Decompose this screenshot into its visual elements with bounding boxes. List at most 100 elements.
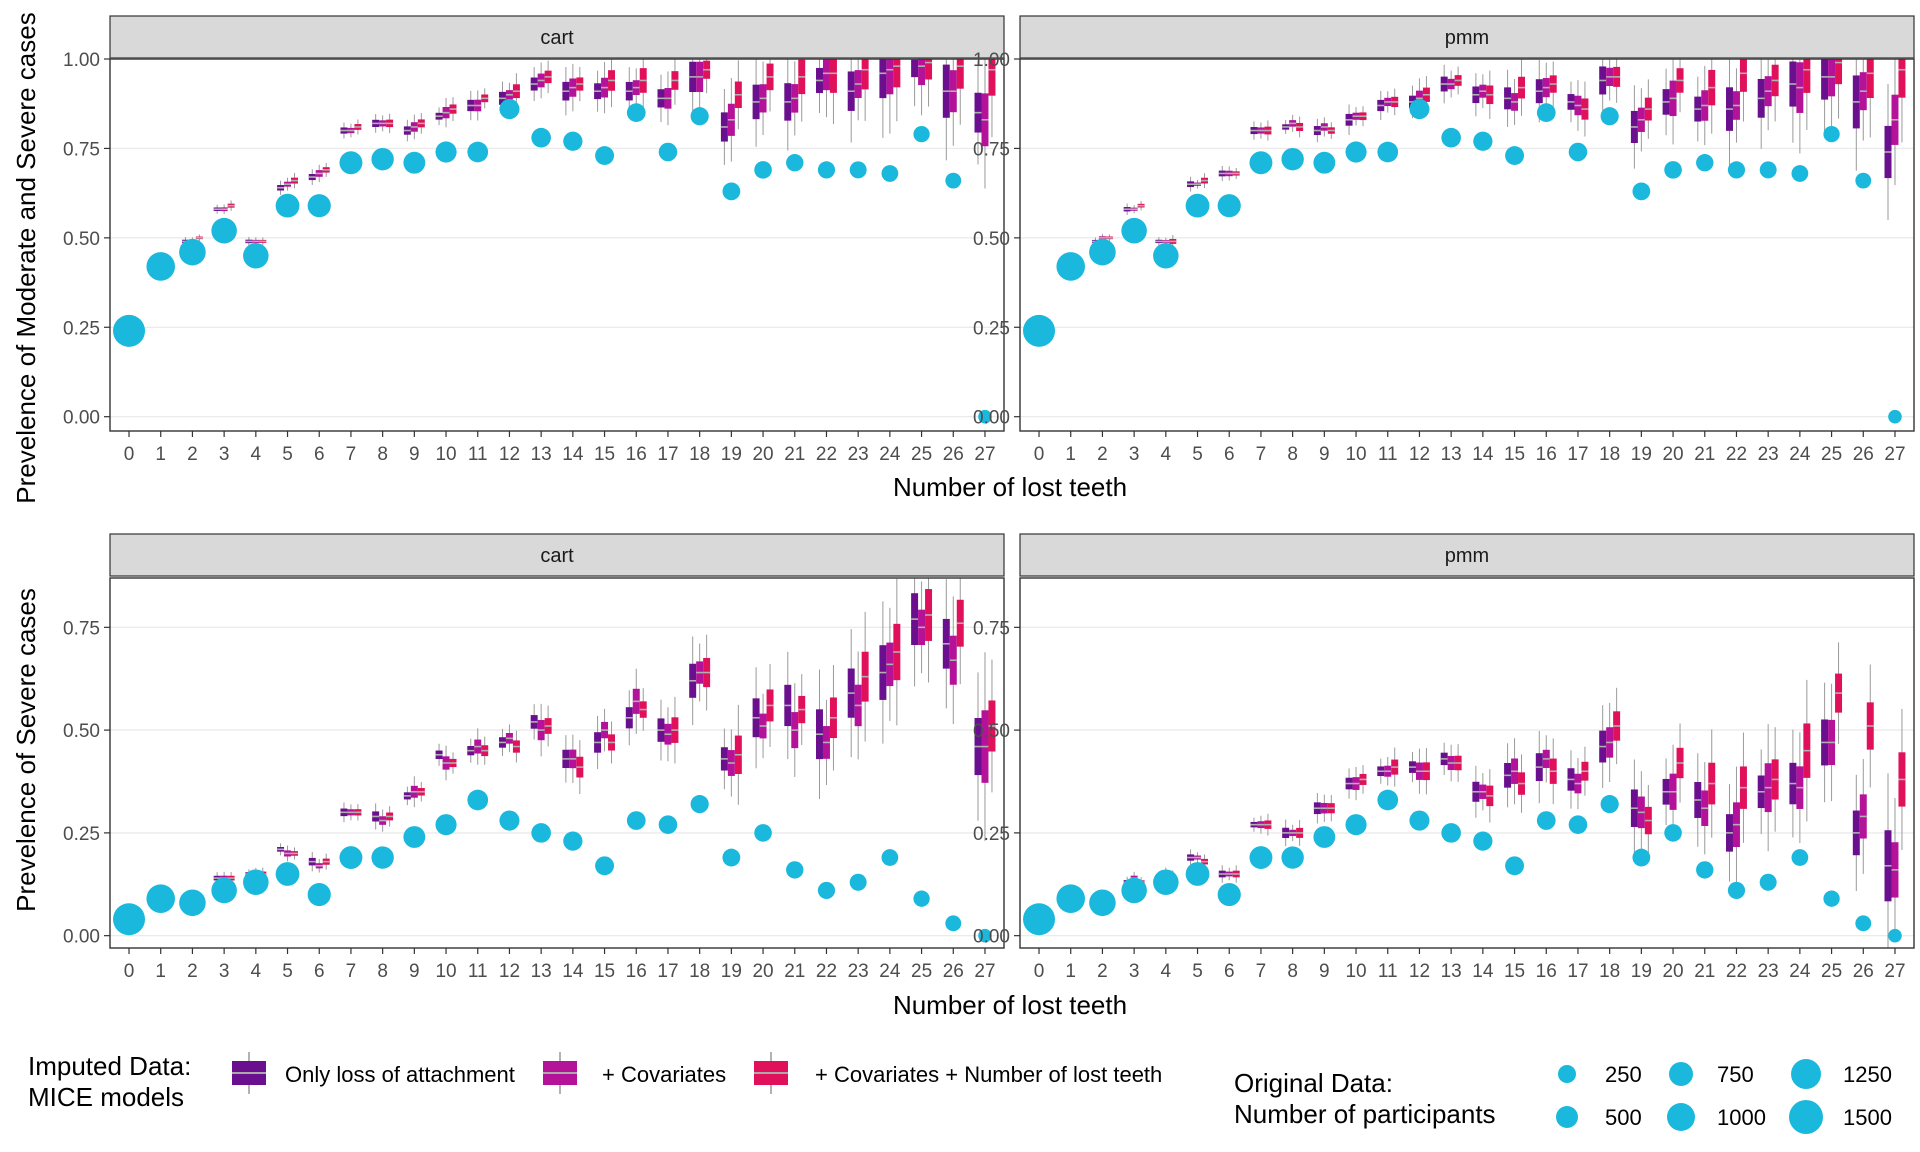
point-original-x21 (1696, 861, 1714, 879)
point-original-x23 (1759, 161, 1777, 179)
legend-original-title-1: Original Data: (1234, 1068, 1393, 1098)
tick-label-x: 4 (251, 961, 262, 982)
tick-label-x: 5 (1192, 961, 1203, 982)
tick-label-x: 8 (1287, 961, 1298, 982)
tick-label-x: 4 (251, 444, 262, 465)
tick-label-x: 2 (187, 961, 198, 982)
tick-label-y: 0.25 (973, 318, 1010, 339)
point-original-x9 (403, 826, 426, 848)
tick-label-x: 6 (1224, 961, 1235, 982)
box-m2-x25 (918, 59, 926, 86)
tick-label-x: 22 (816, 961, 837, 982)
point-original-x11 (1377, 141, 1399, 163)
tick-label-x: 9 (409, 444, 420, 465)
point-original-x25 (913, 125, 930, 143)
tick-label-y: 0.00 (973, 927, 1010, 948)
box-m1-x24 (879, 59, 887, 99)
legend-key-model-1 (232, 1052, 266, 1094)
point-original-x1 (146, 252, 175, 281)
tick-label-y: 0.00 (63, 927, 100, 948)
legend-size-label-250: 250 (1605, 1062, 1642, 1087)
tick-label-x: 4 (1161, 444, 1172, 465)
point-original-x0 (1023, 903, 1056, 936)
tick-label-x: 7 (1256, 961, 1267, 982)
legend-key-model-2 (543, 1052, 577, 1094)
tick-label-x: 1 (1065, 961, 1076, 982)
point-original-x14 (563, 831, 583, 851)
tick-label-x: 17 (1567, 444, 1588, 465)
tick-label-x: 16 (1536, 961, 1557, 982)
tick-label-y: 1.00 (973, 50, 1010, 71)
plot-background (1020, 59, 1914, 431)
point-original-x24 (881, 165, 899, 182)
tick-label-x: 11 (468, 444, 488, 465)
box-m3-x25 (925, 59, 933, 80)
tick-label-x: 15 (1504, 444, 1525, 465)
y-axis-title-top: Prevelence of Moderate and Severe cases (11, 12, 41, 503)
point-original-x20 (1664, 161, 1682, 179)
box-m3-x24 (893, 59, 901, 88)
legend-imputed-title-1: Imputed Data: (28, 1051, 191, 1081)
point-original-x16 (626, 811, 646, 830)
point-original-x26 (945, 172, 962, 189)
box-m3-x26 (1866, 59, 1874, 99)
point-original-x17 (658, 142, 678, 162)
tick-label-x: 14 (562, 444, 584, 465)
tick-label-x: 26 (943, 444, 964, 465)
tick-label-x: 18 (1599, 961, 1620, 982)
panel-border (109, 577, 1005, 949)
tick-label-x: 27 (1884, 444, 1905, 465)
tick-label-x: 10 (1345, 444, 1366, 465)
legend-size-500 (1556, 1106, 1578, 1128)
point-original-x18 (690, 107, 709, 126)
tick-label-x: 10 (435, 444, 456, 465)
point-original-x4 (243, 869, 269, 895)
point-original-x15 (1505, 856, 1525, 876)
tick-label-x: 12 (499, 961, 520, 982)
tick-label-x: 4 (1161, 961, 1172, 982)
legend-size-750 (1669, 1062, 1693, 1086)
panel-strip (1019, 15, 1915, 59)
tick-label-x: 11 (1378, 961, 1398, 982)
tick-label-x: 21 (784, 961, 805, 982)
tick-label-x: 1 (155, 961, 166, 982)
point-original-x24 (1791, 165, 1809, 182)
tick-label-y: 0.50 (63, 229, 100, 250)
point-original-x4 (1153, 869, 1179, 895)
tick-label-y: 0.75 (63, 618, 100, 639)
tick-label-x: 20 (1662, 444, 1683, 465)
point-original-x17 (1568, 815, 1588, 834)
point-original-x27 (978, 928, 992, 943)
box-m3-x23 (861, 59, 869, 90)
tick-label-x: 21 (784, 444, 805, 465)
panel-strip-label: cart (540, 545, 574, 567)
point-original-x7 (339, 846, 363, 870)
tick-label-x: 7 (1256, 444, 1267, 465)
tick-label-y: 0.25 (63, 824, 100, 845)
legend-size-label-500: 500 (1605, 1105, 1642, 1130)
point-original-x4 (243, 242, 269, 269)
tick-label-x: 24 (879, 444, 901, 465)
point-original-x18 (1600, 795, 1619, 814)
point-original-x13 (1441, 823, 1461, 843)
tick-label-x: 15 (594, 961, 615, 982)
box-m3-x25 (1835, 59, 1843, 85)
point-original-x7 (339, 151, 363, 175)
point-original-x21 (786, 154, 804, 172)
tick-label-x: 14 (1472, 444, 1494, 465)
tick-label-x: 19 (1631, 961, 1652, 982)
tick-label-x: 10 (435, 961, 456, 982)
point-original-x13 (531, 823, 551, 843)
point-original-x22 (1727, 161, 1746, 179)
tick-label-x: 25 (911, 961, 932, 982)
point-original-x23 (1759, 873, 1777, 891)
tick-label-x: 22 (816, 444, 837, 465)
box-m2-x22 (822, 59, 830, 91)
tick-label-x: 16 (1536, 444, 1557, 465)
point-original-x22 (1727, 881, 1746, 900)
point-original-x26 (1855, 172, 1872, 189)
point-original-x18 (1600, 107, 1619, 126)
tick-label-x: 7 (346, 444, 357, 465)
tick-label-y: 0.50 (63, 721, 100, 742)
tick-label-x: 18 (689, 961, 710, 982)
